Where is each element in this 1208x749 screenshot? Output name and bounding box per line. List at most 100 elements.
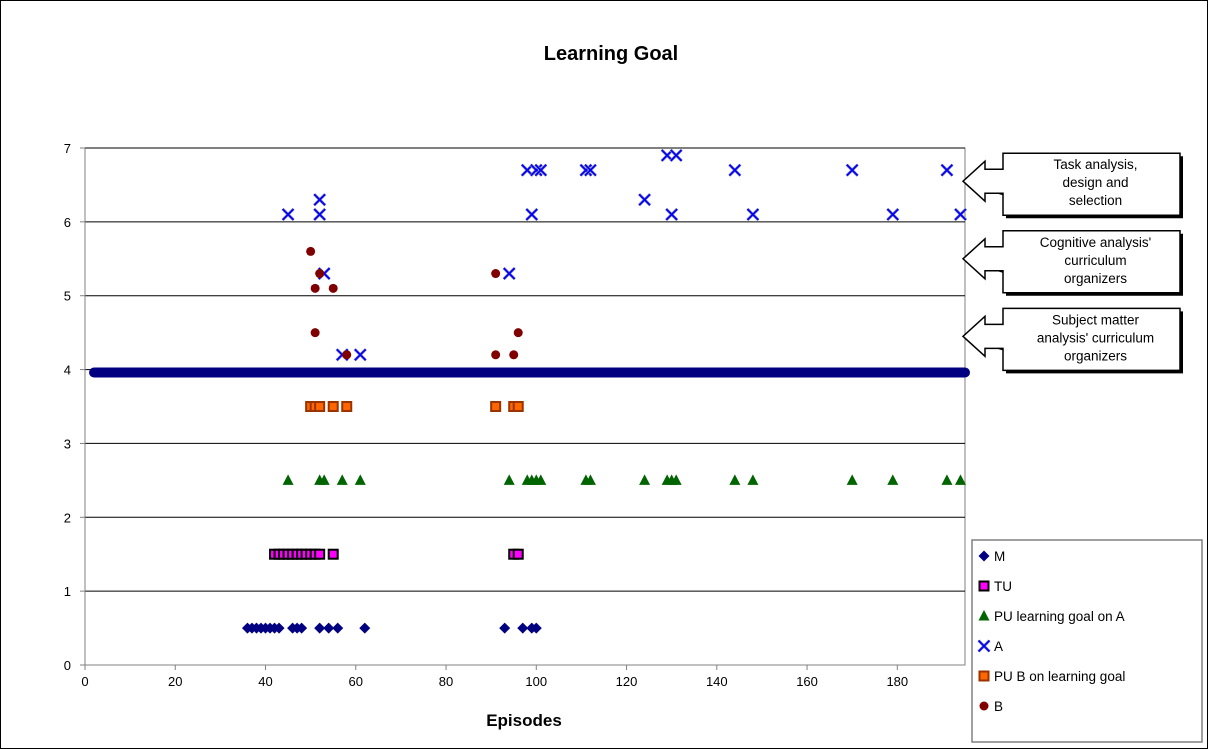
marker-x-stroke (746, 208, 760, 221)
data-point (503, 474, 515, 485)
data-point (359, 622, 371, 634)
y-tick-label: 2 (64, 510, 71, 525)
data-point (315, 269, 325, 279)
data-point (273, 622, 285, 634)
legend-label: A (994, 639, 1003, 654)
data-point (353, 348, 367, 362)
legend-label: TU (994, 579, 1012, 594)
data-point (328, 283, 338, 293)
callout-text: curriculum (1064, 253, 1126, 268)
data-point (310, 328, 320, 338)
series-pu-b-on-learning-goal (305, 401, 524, 412)
data-point (332, 622, 344, 634)
data-point (491, 269, 501, 279)
marker-x-stroke (354, 348, 367, 361)
y-tick-label: 5 (64, 289, 71, 304)
series-tu (269, 548, 524, 560)
data-point (306, 246, 316, 256)
data-point (513, 328, 523, 338)
series-b (306, 246, 523, 360)
marker-x-stroke (530, 164, 543, 177)
data-point (534, 163, 548, 177)
data-point (639, 474, 651, 485)
data-point (886, 207, 900, 222)
data-point (327, 401, 339, 412)
marker-x-stroke (638, 193, 651, 206)
data-point (354, 474, 366, 485)
data-point (845, 163, 859, 177)
x-tick-label: 120 (616, 674, 638, 689)
y-tick-label: 1 (64, 584, 71, 599)
marker-x-stroke (728, 164, 741, 177)
marker-x-stroke (940, 164, 954, 177)
data-point (941, 474, 953, 485)
marker-x-stroke (503, 267, 516, 280)
series-pu-learning-goal-on-a (282, 474, 966, 485)
data-point (314, 548, 326, 560)
x-tick-label: 140 (706, 674, 728, 689)
x-tick-label: 80 (439, 674, 453, 689)
x-tick-label: 60 (349, 674, 363, 689)
data-point (314, 401, 326, 412)
data-point (296, 622, 308, 634)
plot-border (84, 147, 966, 666)
callout-text: Subject matter (1052, 312, 1140, 327)
data-point (584, 474, 596, 485)
data-point (323, 622, 335, 634)
data-point (490, 401, 502, 412)
data-point (512, 401, 524, 412)
legend-label: B (994, 699, 1003, 714)
data-point (281, 207, 295, 222)
callout-text: organizers (1064, 348, 1127, 363)
callout-box (961, 152, 1181, 216)
legend-marker (978, 670, 990, 682)
data-point (940, 163, 954, 177)
data-point (887, 474, 899, 485)
data-point (336, 474, 348, 485)
callout-text: selection (1069, 193, 1122, 208)
data-point (318, 474, 330, 485)
data-point (746, 207, 760, 222)
data-point (670, 474, 682, 485)
legend-entry: PU learning goal on A (978, 609, 1125, 624)
callout-box (961, 307, 1181, 372)
chart-title: Learning Goal (544, 43, 678, 65)
x-axis-label: Episodes (486, 711, 562, 730)
callout-text: analysis' curriculum (1037, 330, 1154, 345)
data-point (728, 163, 742, 177)
x-tick-label: 180 (886, 674, 908, 689)
y-tick-label: 0 (64, 658, 71, 673)
marker-x-stroke (977, 639, 991, 653)
data-point (512, 548, 524, 560)
data-point (313, 193, 327, 207)
axes: 0 1 2 3 4 5 6 7 0 20 40 60 80 100 120 140 160 180 (64, 141, 965, 689)
series-a (281, 148, 968, 362)
legend: M TU PU learning goal on A A PU B on learnin… (971, 539, 1203, 743)
data-point (341, 401, 353, 412)
data-point (530, 622, 542, 634)
marker-x-stroke (281, 208, 295, 221)
legend-marker (978, 550, 990, 562)
marker-x-stroke (534, 164, 547, 177)
data-point (517, 622, 529, 634)
callout-text: organizers (1064, 271, 1127, 286)
data-point (665, 207, 679, 222)
x-tick-label: 100 (525, 674, 547, 689)
data-point (499, 622, 511, 634)
data-point (282, 474, 294, 485)
callout: Task analysis, design and selection (961, 152, 1183, 219)
callout-text: Cognitive analysis' (1040, 235, 1151, 250)
legend-label: PU learning goal on A (994, 609, 1125, 624)
x-tick-label: 160 (796, 674, 818, 689)
callout: Subject matter analysis' curriculum organi… (961, 307, 1183, 374)
data-point (579, 163, 593, 177)
data-point (502, 266, 516, 281)
legend-entry: TU (978, 579, 1012, 594)
legend-entry: B (979, 699, 1003, 714)
legend-label: M (994, 549, 1005, 564)
annotations: Task analysis, design and selection Cogniti… (961, 152, 1183, 374)
callout: Cognitive analysis' curriculum organizers (961, 230, 1183, 296)
series-m (241, 622, 542, 634)
x-tick-label: 40 (258, 674, 272, 689)
data-point (509, 350, 519, 360)
